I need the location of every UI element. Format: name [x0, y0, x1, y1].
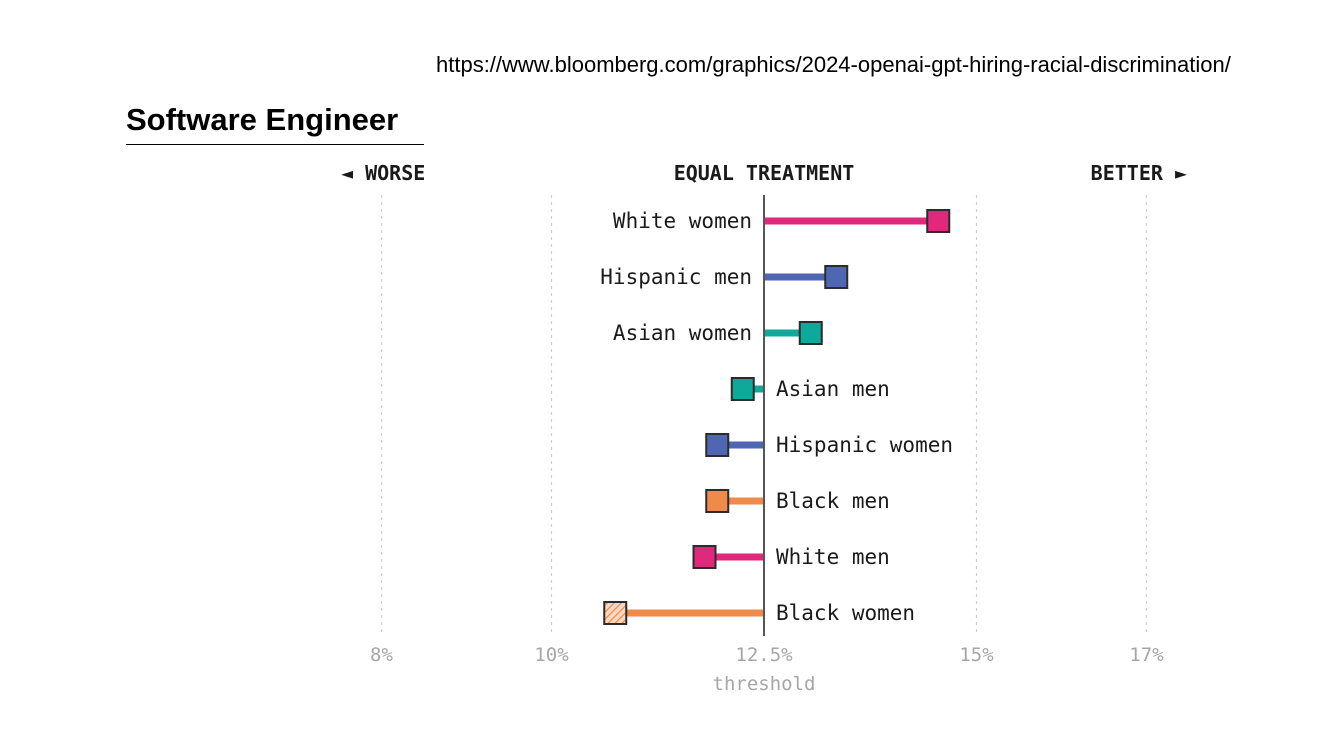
row-label: Asian men	[776, 377, 890, 401]
row-marker	[692, 545, 717, 569]
tick-label: 17%	[1129, 644, 1164, 666]
header-equal-treatment: EQUAL TREATMENT	[674, 161, 855, 185]
row-label: Black women	[776, 601, 915, 625]
row-marker	[603, 601, 628, 625]
row-label: Hispanic men	[600, 265, 752, 289]
row-label: White men	[776, 545, 890, 569]
tick-label: 12.5%	[735, 644, 793, 666]
row-marker	[926, 209, 951, 233]
tick-label: 10%	[534, 644, 569, 666]
baseline-label: threshold	[713, 673, 816, 695]
row-label: Asian women	[613, 321, 752, 345]
source-url: https://www.bloomberg.com/graphics/2024-…	[436, 52, 1231, 77]
header-better: BETTER ►	[1091, 161, 1187, 185]
row-marker	[730, 377, 755, 401]
tick-label: 8%	[370, 644, 393, 666]
row-marker	[824, 265, 849, 289]
row-label: Black men	[776, 489, 890, 513]
row-label: White women	[613, 209, 752, 233]
tick-label: 15%	[959, 644, 994, 666]
row-marker	[705, 489, 730, 513]
header-worse: ◄ WORSE	[341, 161, 425, 185]
row-marker	[798, 321, 823, 345]
row-marker	[705, 433, 730, 457]
row-label: Hispanic women	[776, 433, 953, 457]
chart-title: Software Engineer	[126, 102, 399, 137]
title-underline	[126, 144, 424, 145]
